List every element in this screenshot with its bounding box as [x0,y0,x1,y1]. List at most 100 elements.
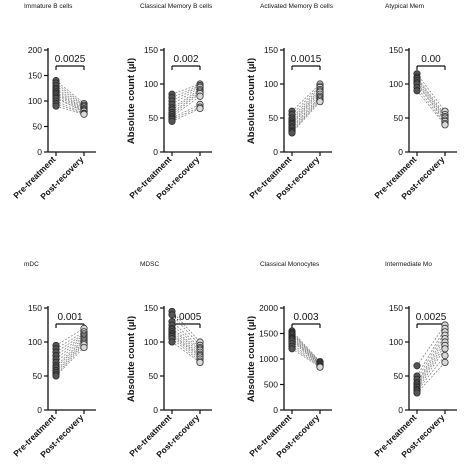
panel-8: Intermediate Mo050100150Pre-treatmentPos… [372,261,457,460]
y-tick-label: 150 [28,303,42,313]
p-value-label: 0.002 [173,54,198,65]
panel-title: Classical Memory B cells [140,3,213,10]
pair-connector [171,93,201,115]
pair-connector [291,333,321,363]
p-value-label: 0.001 [57,312,82,323]
y-tick-label: 100 [389,79,403,89]
pair-connector [171,324,201,350]
pair-connector [55,337,85,363]
y-tick-label: 100 [28,96,42,106]
pair-connector [291,334,321,364]
pre-treatment-point [52,372,60,380]
p-value-label: 0.0005 [171,312,202,323]
pair-connector [171,329,201,353]
pair-connector [171,87,201,105]
pair-connector [291,345,321,367]
pair-connector [416,324,446,367]
pair-connector [55,98,85,112]
post-recovery-point [80,110,88,118]
pair-connector [291,98,321,131]
pair-connector [291,95,321,128]
pair-connector [291,91,321,124]
pair-connector [416,90,446,126]
pair-connector [416,82,446,121]
panel-title: Intermediate Mo [385,261,432,268]
y-tick-label: 50 [149,371,159,381]
y-tick-label: 100 [28,337,42,347]
y-tick-label: 50 [394,371,404,381]
pair-connector [416,334,446,384]
y-tick-label: 100 [389,337,403,347]
pair-connector [171,328,201,351]
pair-connector [55,341,85,371]
post-recovery-point [441,358,449,366]
y-tick-label: 0 [273,405,278,415]
pair-connector [416,338,446,385]
pre-treatment-point [413,87,421,95]
y-axis-label: Absolute count (µl) [126,58,137,144]
pair-connector [171,321,201,348]
panel-title: Atypical Mem [385,3,424,10]
y-tick-label: 150 [144,45,158,55]
pair-connector [55,105,85,115]
pair-connector [291,337,321,365]
pair-connector [416,87,446,124]
pair-connector [171,336,201,360]
y-tick-label: 100 [144,79,158,89]
panel-4: Atypical Mem050100150Pre-treatmentPost-r… [372,3,457,202]
panel-2: Classical Memory B cells 0 50 100 150 Absolut… [126,3,213,202]
pair-connector [171,333,201,356]
y-tick-label: 0 [37,405,42,415]
pair-connector [171,84,201,98]
pair-connector [291,83,321,112]
pair-connector [55,331,85,350]
pair-connector [171,95,201,117]
pair-connector [416,83,446,122]
pre-treatment-point [413,389,421,397]
y-tick-label: 1500 [259,329,278,339]
pair-connector [171,91,201,113]
pair-connector [171,334,201,358]
y-tick-label: 0 [153,147,158,157]
y-tick-label: 0 [153,405,158,415]
y-tick-label: 50 [394,113,404,123]
pair-connector [291,339,321,366]
y-tick-label: 500 [264,380,278,390]
pair-connector [55,93,85,111]
y-tick-label: 0 [398,405,403,415]
pair-connector [55,87,85,108]
post-recovery-point [441,351,449,360]
pair-connector [291,93,321,126]
pair-connector [171,331,201,355]
panel-title: Immature B cells [24,3,73,10]
pre-treatment-point [168,311,176,319]
post-recovery-point [441,345,449,353]
y-tick-label: 150 [264,45,278,55]
pair-connector [171,85,201,102]
pair-connector [55,91,85,110]
pair-connector [55,340,85,369]
pair-connector [55,347,85,377]
panel-5: mDC050100150Pre-treatmentPost-recovery0.… [11,261,96,460]
pair-connector [55,334,85,356]
p-value-label: 0.0025 [416,312,447,323]
pair-connector [291,87,321,119]
pair-connector [291,335,321,364]
pair-connector [171,106,201,120]
pair-connector [416,328,446,377]
pair-connector [55,103,85,115]
pair-connector [291,332,321,363]
pair-connector [171,104,201,119]
y-tick-label: 100 [264,79,278,89]
pair-connector [416,78,446,117]
pair-connector [416,341,446,387]
y-tick-label: 150 [144,303,158,313]
pair-connector [171,83,201,95]
y-tick-label: 150 [28,71,42,81]
panel-title: Activated Memory B cells [260,3,334,10]
pair-connector [55,89,85,109]
y-tick-label: 150 [389,303,403,313]
y-axis-label: Absolute count (µl) [126,316,137,402]
panel-7: Classical Monocytes 0 500 1000 1500 2000Absol… [246,261,332,460]
